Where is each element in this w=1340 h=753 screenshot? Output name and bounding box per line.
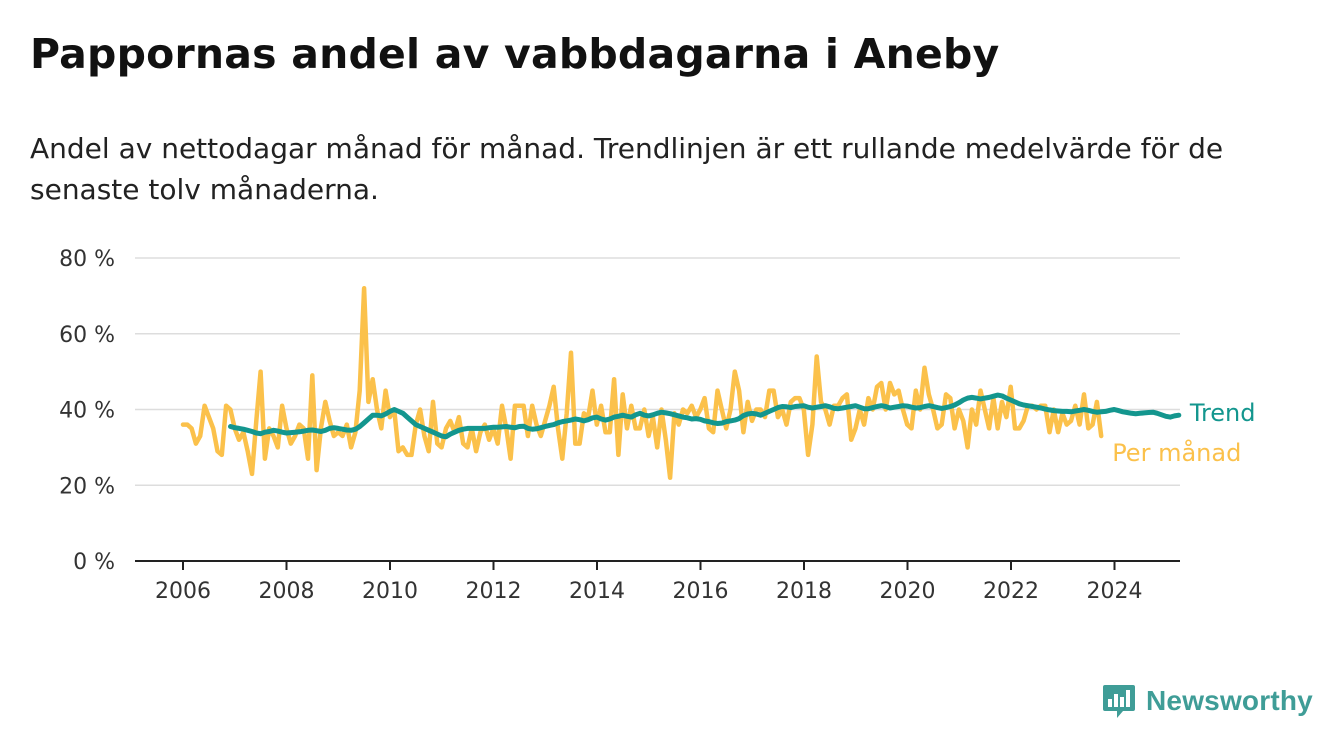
x-tick-label: 2010 [362,579,418,604]
y-tick-label: 60 % [59,323,115,348]
x-tick-label: 2020 [880,579,936,604]
series-lines [180,286,1182,480]
y-axis-tick-labels: 0 % 20 % 40 % 60 % 80 % [59,247,115,575]
x-axis: 2006 2008 2010 2012 2014 2016 2018 2020 2022 2024 [135,560,1180,604]
x-tick-label: 2008 [259,579,315,604]
chart-subtitle: Andel av nettodagar månad för månad. Tre… [30,132,1224,206]
x-tick-label: 2014 [569,579,625,604]
y-tick-label: 40 % [59,399,115,424]
gridlines [135,257,1180,486]
series-label: Trend [1189,399,1256,427]
x-tick-label: 2012 [466,579,522,604]
x-tick-label: 2018 [776,579,832,604]
series-labels: Per månad Trend [1112,399,1255,467]
y-tick-label: 80 % [59,247,115,272]
y-tick-label: 0 % [73,550,115,575]
newsworthy-chart-bubble-icon [1103,685,1135,718]
x-tick-label: 2024 [1087,579,1143,604]
brand-name: Newsworthy [1146,685,1313,716]
x-tick-label: 2022 [983,579,1039,604]
x-tick-label: 2006 [155,579,211,604]
y-tick-label: 20 % [59,474,115,499]
series-label: Per månad [1112,438,1241,467]
newsworthy-logo: Newsworthy [1102,683,1313,719]
chart-title: Pappornas andel av vabbdagarna i Aneby [30,30,1000,78]
series-line-trend [228,392,1182,440]
x-tick-label: 2016 [673,579,729,604]
series-line-per-manad [180,286,1104,480]
